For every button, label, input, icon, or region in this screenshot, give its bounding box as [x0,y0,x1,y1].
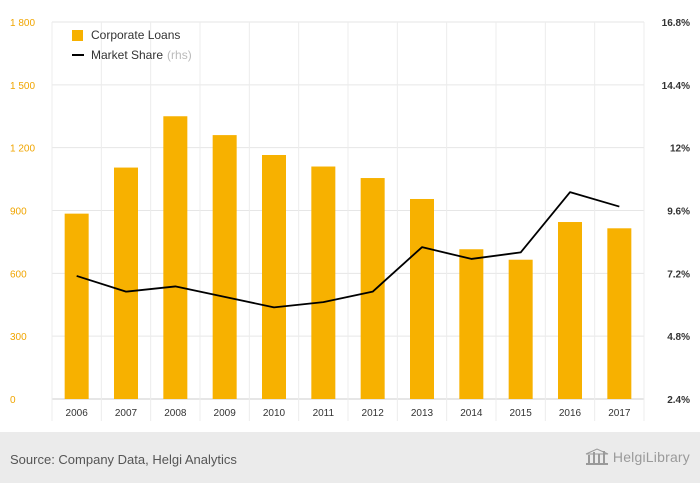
x-tick-label: 2012 [362,408,385,419]
x-tick-label: 2007 [115,408,138,419]
legend-label-market-share: Market Share [91,48,164,62]
y-right-tick-label: 4.8% [667,332,690,343]
legend-label-corporate-loans: Corporate Loans [91,28,181,42]
x-tick-label: 2008 [164,408,187,419]
y-left-tick-label: 0 [10,395,16,406]
bar-2007 [114,167,138,399]
x-tick-label: 2017 [608,408,631,419]
y-left-tick-label: 900 [10,207,27,218]
y-right-tick-label: 7.2% [667,269,690,280]
y-right-tick-label: 14.4% [662,81,690,92]
x-tick-label: 2006 [66,408,89,419]
bar-2016 [558,222,582,399]
y-right-tick-label: 12% [670,144,690,155]
y-left-tick-label: 1 800 [10,18,35,29]
bar-2008 [163,116,188,399]
x-tick-label: 2013 [411,408,434,419]
source-note: Source: Company Data, Helgi Analytics [10,452,237,467]
legend-item-market-share: Market Share (rhs) [72,48,192,62]
x-tick-label: 2011 [313,408,335,419]
x-tick-label: 2015 [510,408,533,419]
logo-text: HelgiLibrary [612,449,690,465]
bar-2010 [262,154,286,399]
legend-swatch-line-icon [72,54,84,56]
bar-2012 [360,178,385,399]
helgi-library-logo[interactable]: HelgiLibrary [585,448,690,466]
chart-canvas: 0 2.4% 300 4.8% 600 7.2% 900 9.6% 1 200 12% 1 500 1… [10,18,690,421]
bar-2017 [607,228,632,399]
x-tick-label: 2014 [460,408,483,419]
x-tick-label: 2009 [214,408,237,419]
y-left-tick-label: 300 [10,332,27,343]
y-left-tick-label: 1 200 [10,144,35,155]
legend-item-corporate-loans: Corporate Loans [72,28,180,42]
x-tick-label: 2010 [263,408,286,419]
bar-2006 [64,213,89,399]
legend-label-rhs: (rhs) [167,48,192,62]
bar-2009 [212,135,237,399]
bar-2011 [311,166,336,399]
y-right-tick-label: 9.6% [667,207,690,218]
bar-2013 [410,198,434,399]
footer: Source: Company Data, Helgi Analytics He… [0,432,700,483]
y-left-tick-label: 600 [10,269,27,280]
bar-2014 [459,249,484,399]
market-share-line [76,191,620,309]
y-right-tick-label: 16.8% [662,18,690,29]
legend-swatch-bar-icon [72,29,83,41]
y-left-tick-label: 1 500 [10,81,35,92]
bar-2015 [508,259,533,399]
library-building-icon [585,448,609,465]
y-right-tick-label: 2.4% [667,395,690,406]
x-tick-label: 2016 [559,408,582,419]
